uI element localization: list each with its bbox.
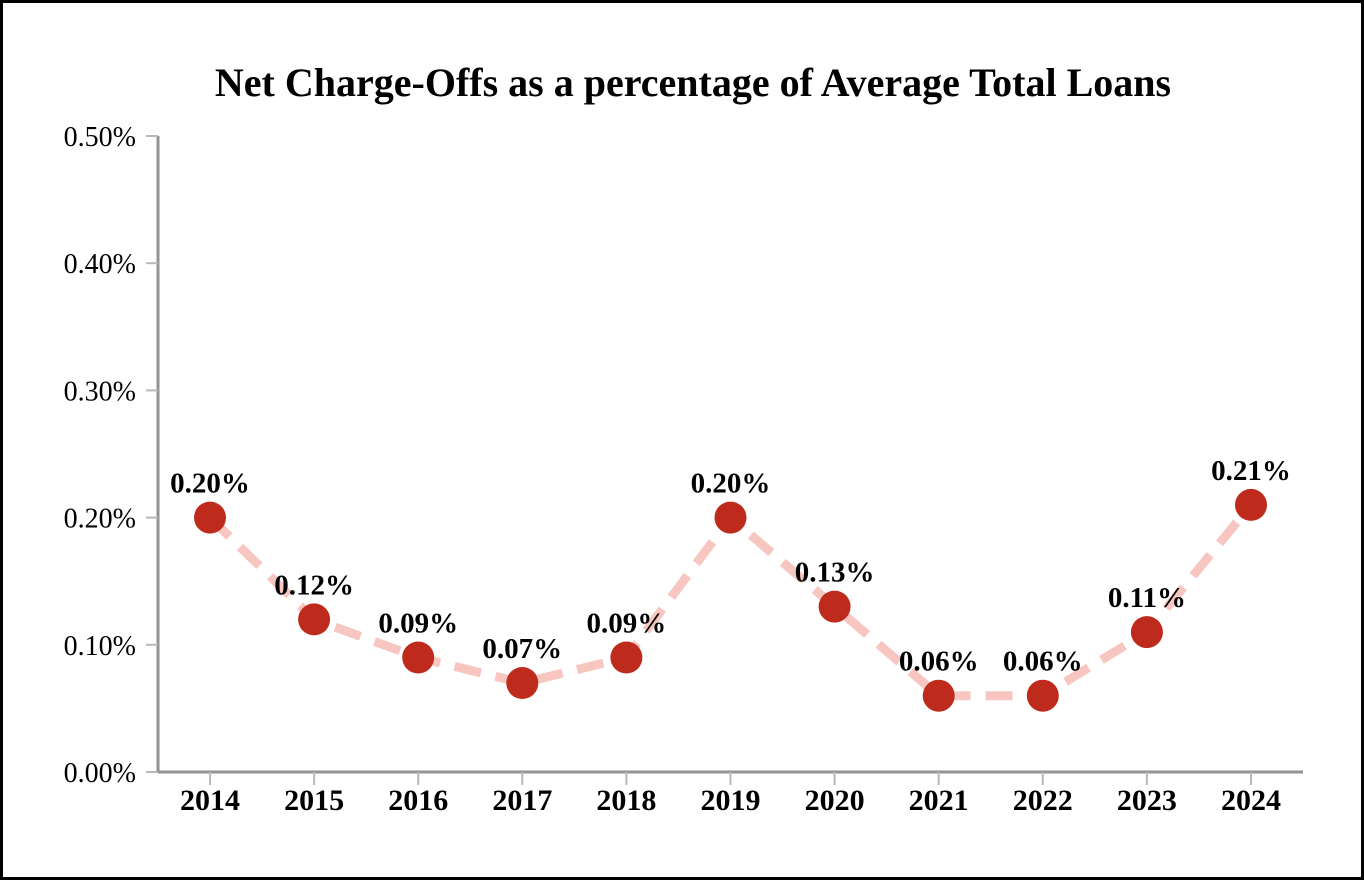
y-axis-tick-label: 0.40%: [64, 249, 136, 280]
data-point-label: 0.07%: [482, 633, 562, 665]
data-point-label: 0.21%: [1211, 455, 1291, 487]
x-axis-label: 2021: [909, 784, 969, 817]
data-point-marker: [298, 603, 331, 636]
y-axis-tick-label: 0.00%: [64, 758, 136, 789]
y-axis-tick-label: 0.50%: [64, 122, 136, 153]
y-axis-tick-label: 0.10%: [64, 631, 136, 662]
chart-title: Net Charge-Offs as a percentage of Avera…: [214, 60, 1172, 105]
data-point-label: 0.12%: [274, 569, 354, 601]
y-axis-tick-label: 0.30%: [64, 376, 136, 407]
x-axis-label: 2020: [805, 784, 865, 817]
x-axis-label: 2024: [1221, 784, 1281, 817]
data-point-marker: [1130, 616, 1163, 649]
data-point-marker: [506, 667, 539, 699]
x-axis-label: 2019: [701, 784, 761, 817]
data-point-label: 0.20%: [170, 468, 250, 500]
data-point-label: 0.11%: [1108, 582, 1186, 614]
data-point-label: 0.06%: [899, 646, 979, 678]
data-point-label: 0.09%: [378, 608, 458, 640]
x-axis-label: 2018: [596, 784, 656, 817]
data-point-label: 0.06%: [1003, 646, 1083, 678]
data-point-label: 0.13%: [795, 557, 875, 589]
data-point-marker: [402, 641, 435, 674]
data-point-marker: [194, 501, 226, 534]
data-point-marker: [610, 641, 643, 674]
data-point-label: 0.09%: [587, 608, 667, 640]
data-point-label: 0.20%: [691, 468, 771, 500]
data-point-marker: [1235, 488, 1267, 521]
x-axis-label: 2016: [388, 784, 448, 817]
data-point-marker: [1026, 679, 1059, 712]
y-axis-tick-label: 0.20%: [64, 504, 136, 535]
x-axis-label: 2022: [1013, 784, 1073, 817]
x-axis-label: 2017: [492, 784, 552, 817]
x-axis-label: 2023: [1117, 784, 1177, 817]
line-chart: 0.00% 0.10% 0.20% 0.30% 0.40% 0.50% 2014 2015 20…: [64, 122, 1303, 817]
data-point-marker: [818, 590, 851, 623]
x-axis-label: 2015: [284, 784, 344, 817]
data-point-marker: [714, 501, 747, 534]
data-point-marker: [922, 679, 955, 712]
x-axis-label: 2014: [180, 784, 240, 817]
